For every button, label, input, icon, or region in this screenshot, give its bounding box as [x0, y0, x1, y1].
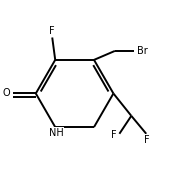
Text: Br: Br	[137, 46, 148, 56]
Text: F: F	[111, 130, 117, 140]
Text: O: O	[3, 88, 10, 98]
Text: F: F	[144, 135, 150, 145]
Text: NH: NH	[48, 128, 63, 138]
Text: F: F	[49, 26, 55, 36]
